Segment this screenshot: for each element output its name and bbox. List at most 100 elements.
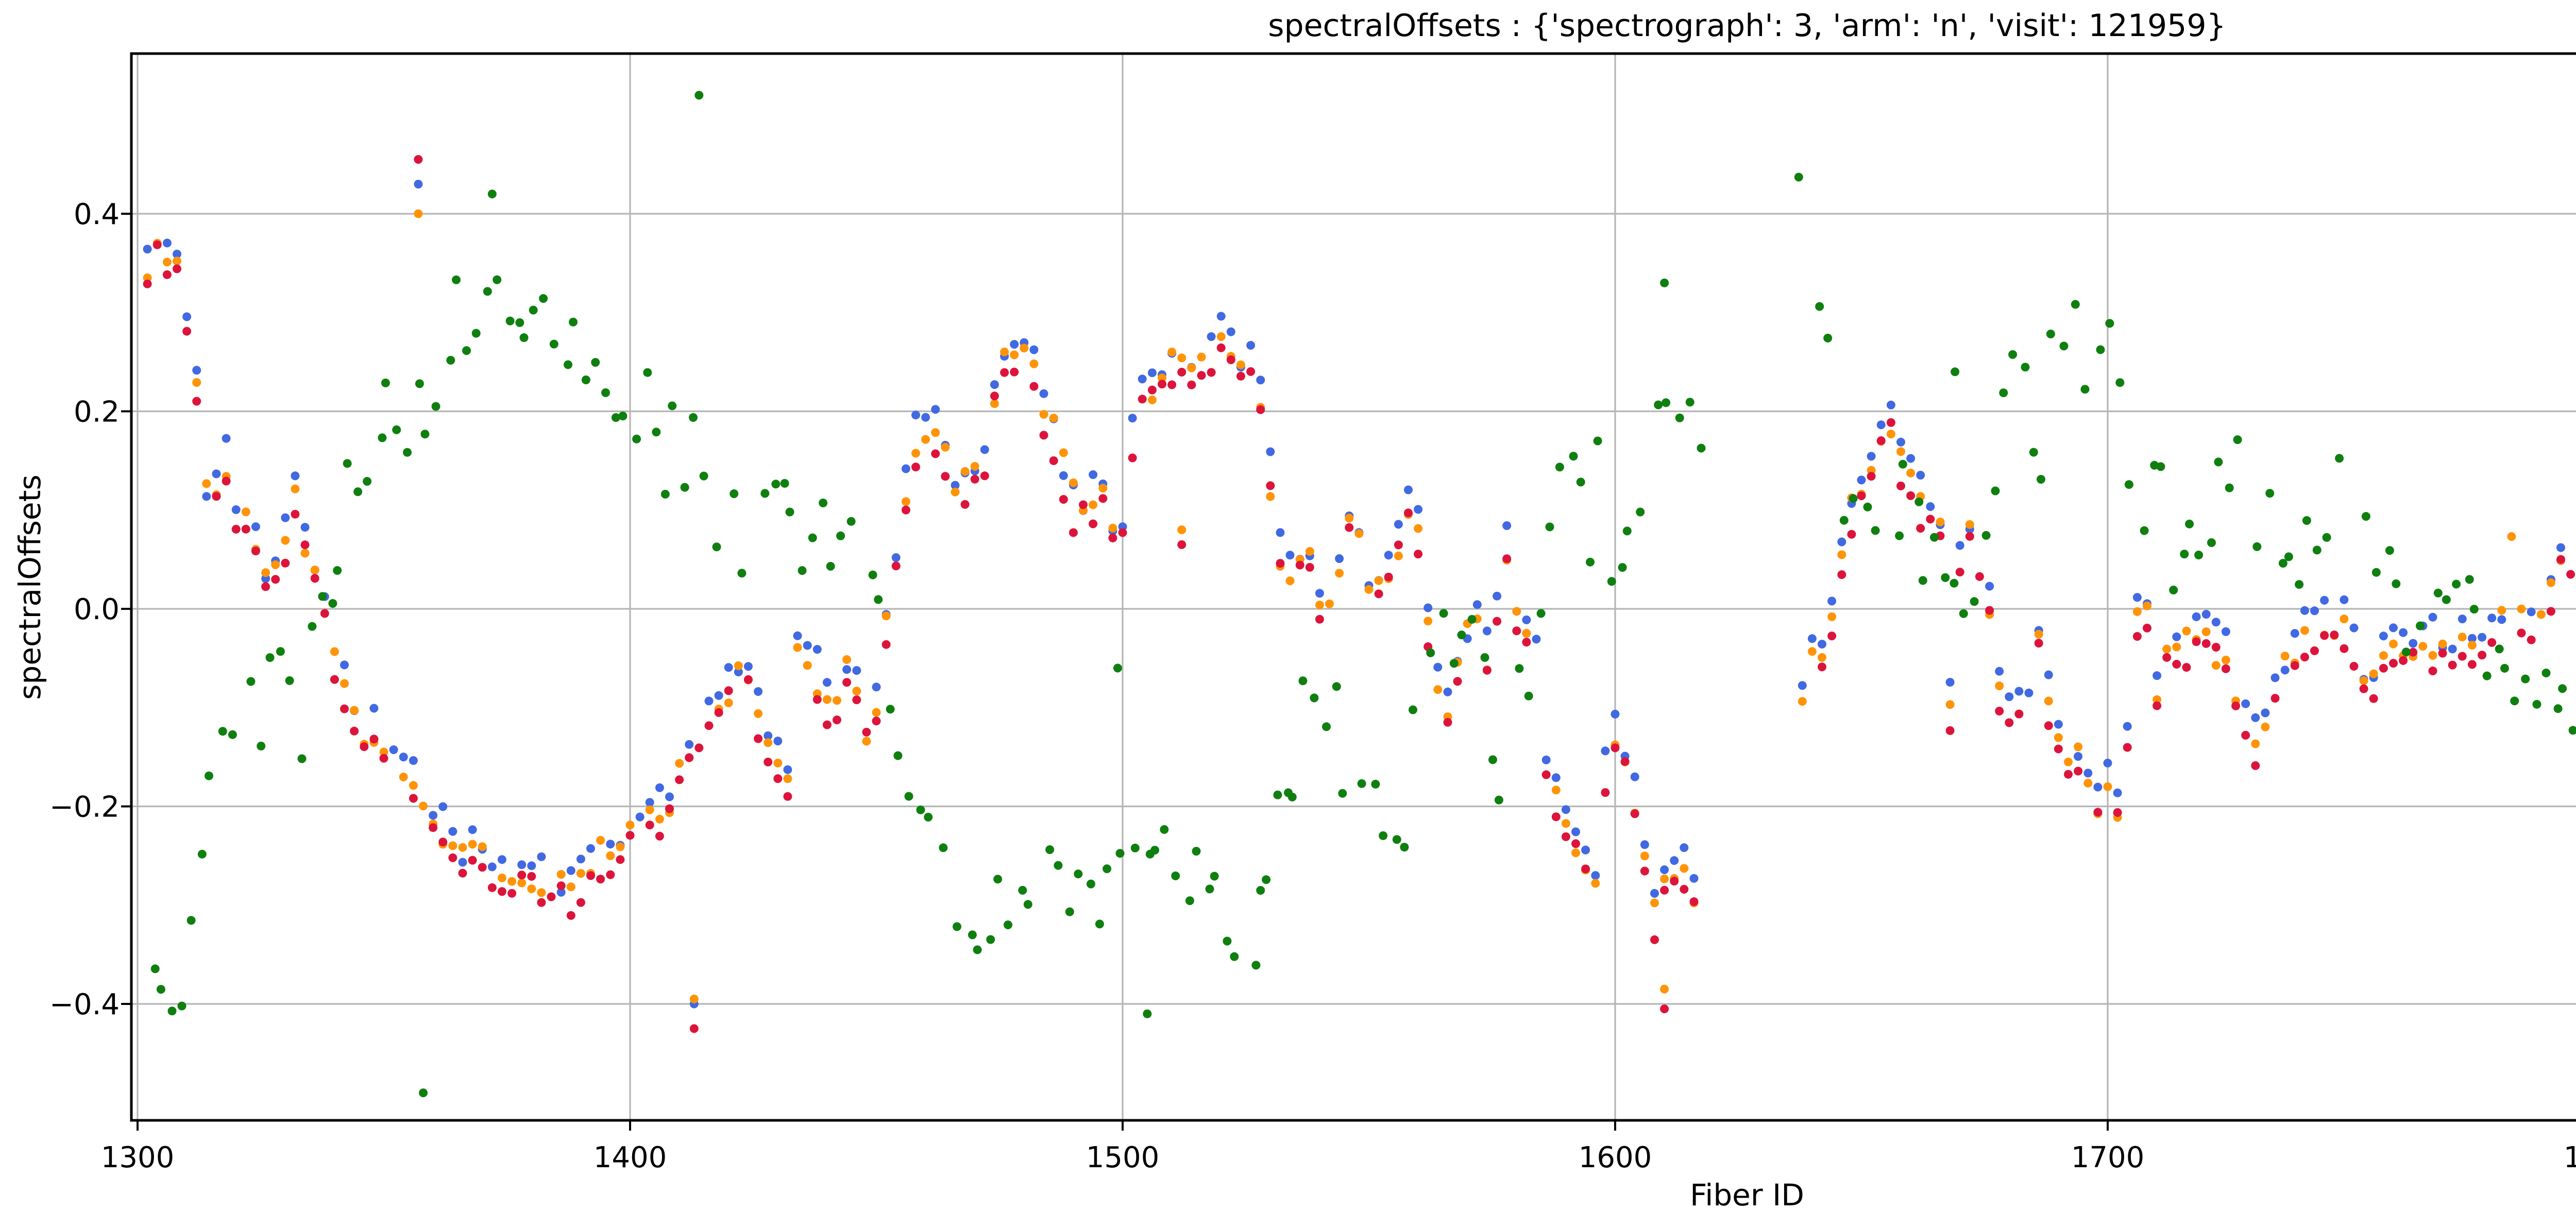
data-point	[606, 870, 615, 879]
data-point	[505, 316, 515, 326]
data-point	[438, 802, 448, 811]
data-point	[167, 1007, 177, 1016]
data-point	[1039, 389, 1048, 398]
data-point	[2487, 613, 2497, 623]
data-point	[760, 489, 770, 498]
data-point	[812, 645, 822, 654]
x-tick-label: 1300	[101, 1141, 175, 1174]
data-point	[1226, 327, 1235, 336]
data-point	[529, 305, 538, 315]
data-point	[1177, 368, 1187, 377]
data-point	[960, 467, 970, 476]
data-point	[1660, 885, 1669, 895]
data-point	[1079, 500, 1088, 509]
data-point	[2349, 623, 2359, 633]
data-point	[773, 774, 783, 783]
data-point	[2153, 671, 2162, 680]
data-point	[1551, 786, 1561, 795]
data-point	[874, 595, 883, 604]
data-point	[1827, 632, 1837, 641]
data-point	[1074, 869, 1083, 879]
data-point	[192, 397, 201, 406]
data-point	[2064, 757, 2073, 766]
data-point	[1285, 551, 1295, 560]
data-point	[924, 812, 933, 822]
data-point	[1210, 872, 1219, 881]
data-point	[601, 388, 610, 397]
data-point	[2290, 629, 2299, 638]
data-point	[1345, 514, 1354, 523]
data-point	[2054, 744, 2063, 754]
data-point	[916, 805, 925, 814]
data-point	[2399, 628, 2408, 637]
plot-border	[130, 52, 2576, 1122]
data-point	[1867, 472, 1876, 481]
y-tick-label: −0.4	[49, 988, 120, 1021]
data-point	[1158, 373, 1166, 383]
data-point	[846, 517, 856, 526]
data-point	[379, 754, 388, 763]
data-point-outlier	[1177, 525, 1187, 535]
data-point	[951, 487, 960, 497]
data-point	[803, 661, 812, 670]
data-point	[1675, 413, 1684, 422]
data-point	[990, 399, 999, 408]
data-point	[378, 433, 387, 442]
data-point	[1916, 471, 1925, 480]
data-point	[1167, 347, 1177, 356]
data-point	[1650, 898, 1659, 908]
data-point	[1197, 371, 1206, 380]
data-point	[1000, 347, 1009, 356]
data-point	[1640, 866, 1649, 876]
data-point	[2241, 699, 2250, 708]
data-point	[1226, 355, 1235, 364]
data-point	[1185, 896, 1194, 906]
data-point	[2005, 692, 2014, 702]
data-point	[1295, 560, 1304, 570]
data-point	[1618, 563, 1627, 572]
data-point	[1662, 398, 1671, 407]
data-point	[1482, 626, 1492, 636]
data-point	[205, 771, 213, 780]
data-point	[231, 524, 241, 534]
data-point	[1457, 630, 1466, 640]
data-point	[429, 823, 438, 832]
data-point	[350, 726, 359, 736]
data-point	[2261, 708, 2270, 718]
data-point	[645, 798, 654, 807]
data-point	[1837, 570, 1846, 579]
data-point	[2162, 644, 2172, 654]
data-point	[2140, 526, 2149, 535]
data-point	[836, 531, 845, 540]
data-point	[611, 413, 620, 422]
data-point	[369, 704, 379, 713]
data-point	[743, 675, 753, 684]
data-point	[1423, 603, 1433, 612]
data-point	[1335, 554, 1344, 563]
data-point	[1593, 436, 1602, 446]
data-point	[1494, 795, 1503, 805]
data-point	[300, 523, 310, 532]
data-point	[212, 469, 221, 479]
data-point	[1941, 573, 1950, 582]
data-point	[1285, 576, 1295, 586]
data-point	[1926, 502, 1935, 511]
data-point	[872, 708, 881, 717]
data-point	[2428, 667, 2437, 675]
data-point	[1095, 919, 1104, 929]
data-point	[1945, 726, 1955, 735]
data-point	[1857, 475, 1866, 485]
data-point	[833, 696, 841, 705]
data-point	[2105, 319, 2114, 328]
data-point	[251, 522, 260, 531]
data-point	[419, 801, 428, 811]
data-point	[399, 753, 408, 762]
data-point	[1338, 789, 1347, 798]
data-point	[1108, 533, 1117, 542]
data-point	[635, 812, 645, 822]
data-point	[300, 540, 310, 550]
data-point	[939, 843, 948, 852]
data-point	[581, 376, 590, 384]
y-axis-label: spectralOffsets	[12, 474, 47, 700]
data-point-outlier	[1951, 367, 1960, 377]
